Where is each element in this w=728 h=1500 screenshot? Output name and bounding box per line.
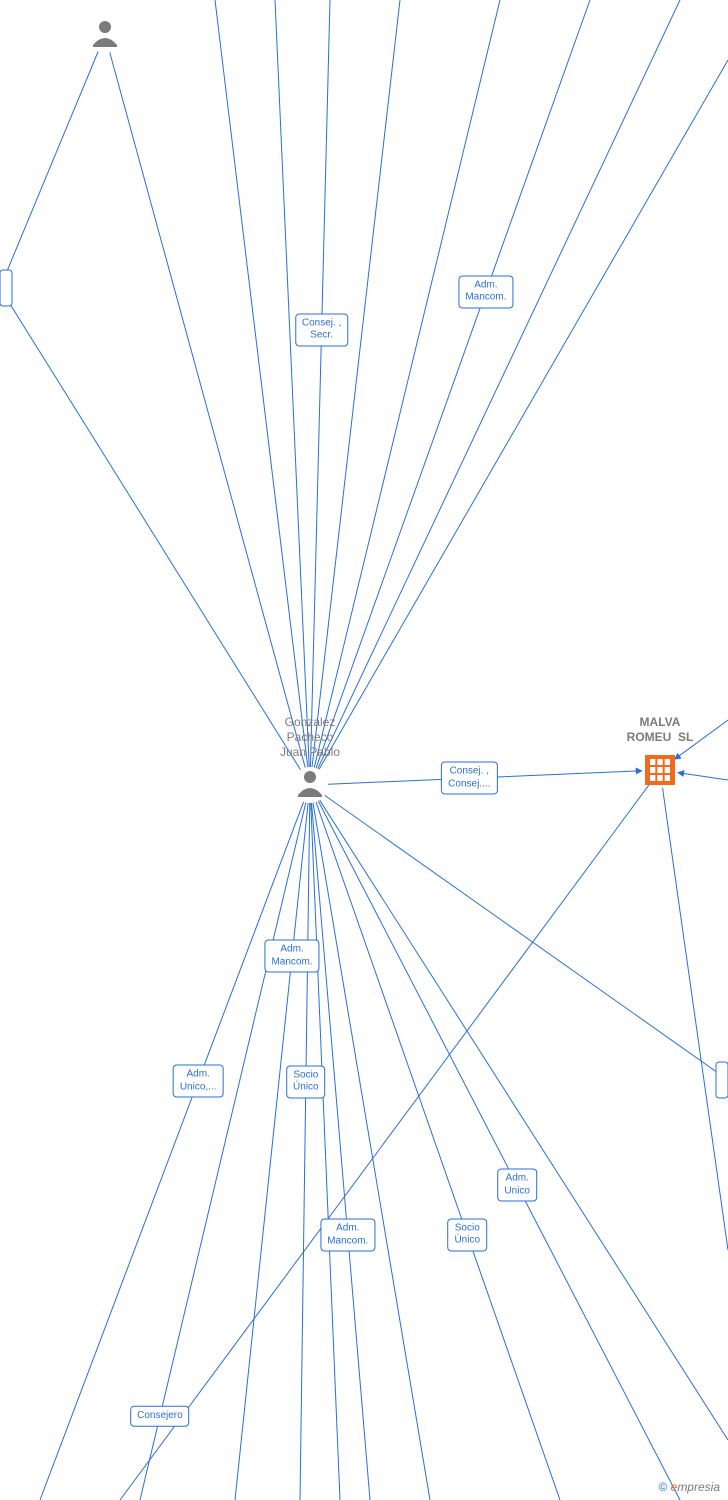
edge <box>235 803 308 1500</box>
truncated-node <box>716 1062 728 1098</box>
edge <box>318 0 680 769</box>
brand-text: empresia <box>671 1480 720 1494</box>
edge <box>275 0 309 767</box>
edge <box>314 0 500 768</box>
edge <box>312 803 370 1500</box>
building-icon[interactable] <box>645 755 675 785</box>
edge <box>310 0 330 767</box>
edge <box>0 288 300 770</box>
edge-label: Adm. Mancom. <box>320 1219 375 1252</box>
edge <box>120 784 649 1500</box>
truncated-node <box>0 270 12 306</box>
node-label: MALVA ROMEU SL <box>627 715 694 745</box>
person-icon[interactable] <box>298 771 322 797</box>
watermark: © empresia <box>658 1480 720 1494</box>
edge <box>318 801 680 1500</box>
edge-label: Consej. , Secr. <box>295 313 348 346</box>
edge-label: Consej. , Consej.... <box>441 762 497 795</box>
edge <box>140 803 306 1500</box>
edge <box>325 795 728 1080</box>
edge <box>320 800 728 1440</box>
edge <box>215 0 308 767</box>
truncated-boxes-layer <box>0 270 728 1098</box>
person-icon[interactable] <box>93 21 117 47</box>
edge-label: Adm. Unico <box>497 1169 537 1202</box>
edge-label: Adm. Unico,... <box>173 1065 224 1098</box>
node-label: Gonzalez Pacheco Juan Pablo <box>280 715 340 760</box>
network-canvas <box>0 0 728 1500</box>
edge <box>110 52 306 767</box>
edge <box>663 788 728 1250</box>
edge-label: Socio Único <box>286 1065 326 1098</box>
edge-label: Adm. Mancom. <box>264 940 319 973</box>
copyright-symbol: © <box>658 1480 667 1494</box>
edge <box>311 803 340 1500</box>
edge-label: Consejero <box>130 1406 190 1427</box>
edge <box>316 802 560 1500</box>
edge <box>316 0 590 768</box>
edge <box>40 802 304 1500</box>
edges-layer <box>0 0 728 1500</box>
edge-label: Adm. Mancom. <box>458 275 513 308</box>
edge <box>300 803 310 1500</box>
edge-label: Socio Único <box>447 1218 487 1251</box>
edge <box>313 803 430 1500</box>
edge <box>0 52 98 288</box>
edge <box>319 60 728 769</box>
edge <box>678 773 728 780</box>
